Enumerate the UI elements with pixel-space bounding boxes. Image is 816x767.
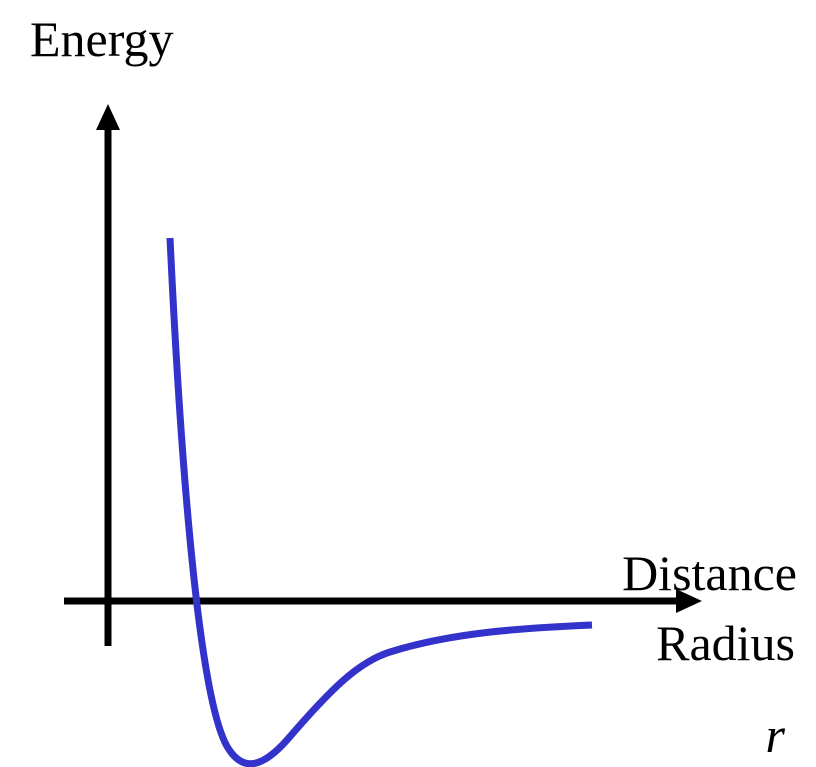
y-axis-label: Energy <box>30 11 173 67</box>
x-axis-label-2: Radius <box>656 615 795 671</box>
x-axis-label: Distance <box>622 545 797 601</box>
potential-curve <box>166 237 593 767</box>
y-axis-arrow <box>96 104 120 130</box>
x-axis-symbol: r <box>766 707 786 763</box>
x-axis-arrow <box>676 589 702 613</box>
